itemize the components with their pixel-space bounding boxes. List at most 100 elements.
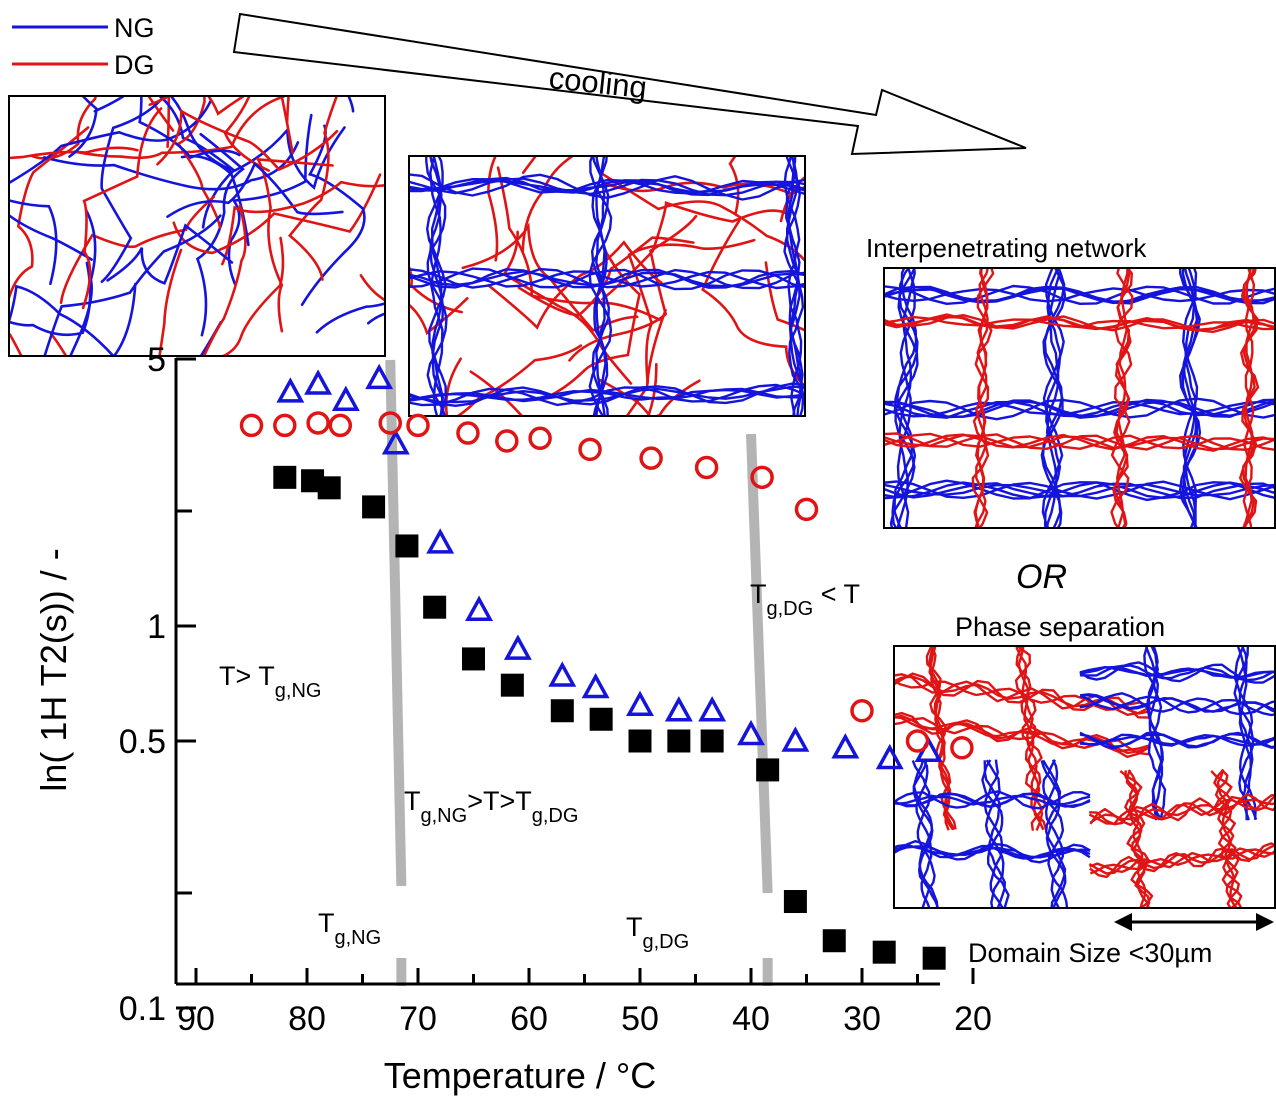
dg-chain <box>496 166 661 321</box>
annotation-between: Tg,NG>T>Tg,DG <box>404 786 578 827</box>
dg-bundle <box>885 314 1275 334</box>
x-axis-ticks: 90 80 70 60 50 40 30 20 <box>177 968 992 1038</box>
dg-chain <box>172 173 382 255</box>
dg-bundle <box>1110 269 1134 527</box>
ng-bundle <box>1042 759 1067 907</box>
x-axis-title: Temperature / °C <box>384 1055 657 1096</box>
domain-size-arrowhead-right <box>1256 913 1274 931</box>
dg-chain <box>487 157 499 262</box>
data-point-triangle <box>664 696 693 722</box>
dg-chain <box>222 236 285 355</box>
data-point-circle <box>378 411 402 435</box>
cooling-arrow: cooling <box>232 12 1027 156</box>
x-tick-label: 90 <box>177 1000 215 1038</box>
data-point-triangle <box>331 385 360 411</box>
annotation-above-ng: T> Tg,NG <box>219 661 321 702</box>
data-point-square <box>317 476 341 500</box>
ng-bundle <box>891 269 919 527</box>
y-tick-label: 0.5 <box>119 723 166 761</box>
dg-bundle <box>885 433 1275 452</box>
mixed-chains <box>10 97 384 355</box>
ng-bundle <box>429 157 445 415</box>
data-point-square <box>462 647 485 671</box>
x-tick-label: 40 <box>732 1000 770 1038</box>
dg-chain <box>410 266 463 314</box>
dg-chain <box>627 238 756 384</box>
dg-bundle <box>1089 793 1275 827</box>
dg-chain <box>255 157 334 333</box>
label-tg-dg: Tg,DG <box>626 912 689 953</box>
panel-phase-separation <box>893 645 1276 909</box>
ng-bundle <box>912 759 939 907</box>
ng-bundle <box>984 759 1005 907</box>
domain-size-indicator: Domain Size <30µm <box>968 913 1274 968</box>
dg-chain <box>457 344 583 415</box>
ng-bundle <box>885 397 1275 421</box>
data-point-circle <box>306 411 330 435</box>
data-point-triangle <box>365 363 394 390</box>
dg-chain <box>598 378 651 415</box>
data-point-circle <box>750 465 774 490</box>
dg-chain <box>764 261 804 332</box>
ng-chain <box>10 282 137 355</box>
ng-chain <box>10 99 213 184</box>
ng-bundle <box>895 792 1091 808</box>
ng-bundle <box>1040 760 1067 907</box>
data-point-circle <box>950 736 974 760</box>
ng-chain <box>68 97 98 158</box>
data-point-triangle <box>426 528 455 554</box>
panel-random-mixture <box>8 95 386 357</box>
phase-separated-chains <box>895 647 1275 907</box>
dg-chain <box>626 308 667 415</box>
data-point-triangle <box>548 661 577 687</box>
ng-chain <box>10 199 58 286</box>
phase-title: Phase separation <box>955 612 1165 642</box>
dg-bundle <box>1242 269 1256 527</box>
data-point-circle <box>273 413 297 438</box>
ng-bundle <box>885 285 1275 305</box>
ng-chain <box>93 97 250 247</box>
x-tick-label: 20 <box>954 1000 992 1038</box>
data-point-square <box>667 729 691 753</box>
dg-chain <box>156 108 339 172</box>
ng-bundle <box>896 269 916 527</box>
data-point-circle <box>239 413 264 438</box>
ng-chain <box>69 208 97 355</box>
ng-bundle <box>410 382 804 407</box>
ng-bundle <box>410 385 804 404</box>
ng-bundle <box>591 157 610 415</box>
ng-bundle <box>885 482 1275 500</box>
ng-bundle <box>896 269 916 527</box>
y-tick-label: 0.1 <box>119 990 166 1028</box>
data-point-circle <box>406 413 430 438</box>
ng-bundle <box>1041 269 1065 527</box>
dg-chain <box>202 204 247 355</box>
data-point-triangle <box>503 634 532 660</box>
ng-bundle <box>410 383 804 407</box>
ng-bundle <box>1145 647 1164 821</box>
dg-chain <box>223 97 270 172</box>
dg-chain <box>148 97 294 154</box>
tg-bands <box>385 359 773 986</box>
data-point-triangle <box>737 719 765 746</box>
ng-bundle <box>885 480 1275 501</box>
tg-band-foot <box>762 958 773 986</box>
panel-ng-network-frame <box>408 155 806 417</box>
tg-band-dg <box>746 433 773 894</box>
legend-label-dg: DG <box>114 50 155 80</box>
annotation-below-dg: Tg,DG < T <box>750 579 860 620</box>
dg-bundle <box>1089 842 1275 879</box>
legend: NG DG <box>12 13 155 80</box>
cooling-label: cooling <box>547 60 648 105</box>
y-axis-title: ln( 1H T2(s)) / - <box>33 548 74 791</box>
ng-bundle <box>983 759 1004 907</box>
dg-bundle <box>1089 798 1275 824</box>
data-point-square <box>822 929 846 953</box>
ng-network-chains <box>410 157 804 415</box>
x-tick-label: 30 <box>843 1000 881 1038</box>
ng-bundle <box>410 267 804 290</box>
data-point-square <box>628 729 652 753</box>
tg-band-ng <box>385 359 407 887</box>
dg-chain <box>444 357 462 415</box>
